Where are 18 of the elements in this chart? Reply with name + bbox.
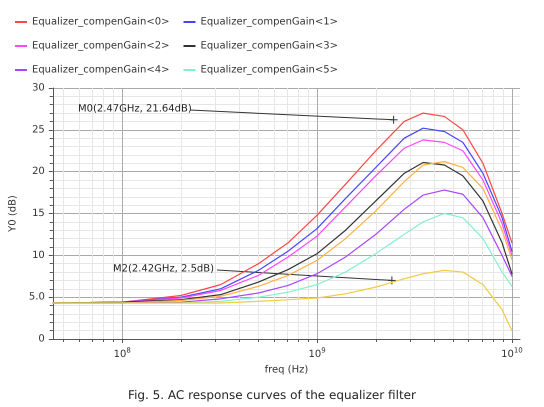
y-tick-label: 20 [32, 166, 45, 178]
legend-label: Equalizer_compenGain<5> [200, 64, 338, 76]
y-tick-label: 10 [32, 250, 45, 261]
legend-label: Equalizer_compenGain<4> [32, 64, 170, 76]
legend-label: Equalizer_compenGain<3> [200, 40, 338, 52]
annotation: M2(2.42GHz, 2.5dB) [113, 264, 214, 274]
y-tick-label: 15 [32, 208, 45, 219]
legend-label: Equalizer_compenGain<2> [32, 40, 170, 52]
legend-label: Equalizer_compenGain<1> [200, 16, 338, 28]
y-tick-label: 25 [32, 124, 45, 136]
y-axis-title: Y0 (dB) [8, 195, 18, 233]
annotation: M0(2.47GHz, 21.64dB) [78, 104, 192, 114]
legend-label: Equalizer_compenGain<0> [32, 16, 170, 28]
y-tick-label: 5.0 [28, 292, 45, 303]
x-axis-title: freq (Hz) [264, 364, 308, 376]
y-tick-label: 0 [38, 334, 45, 344]
y-tick-label: 30 [32, 82, 45, 94]
caption: Fig. 5. AC response curves of the equalizer filter [128, 388, 416, 402]
